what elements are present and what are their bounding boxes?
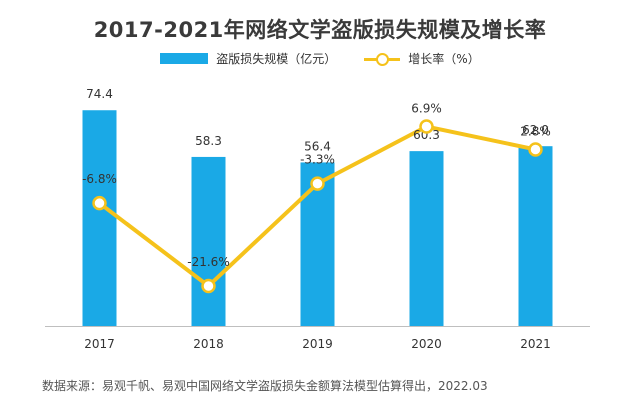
bar-2020: [409, 151, 444, 326]
bar-value-label-2019: 56.4: [304, 139, 331, 153]
bar-value-label-2018: 58.3: [195, 134, 222, 148]
bar-value-label-2017: 74.4: [86, 87, 113, 101]
growth-label-2018: -21.6%: [187, 255, 229, 269]
x-tick-label-2017: 2017: [84, 337, 115, 351]
x-tick-label-2020: 2020: [411, 337, 442, 351]
growth-point-2019: [310, 176, 325, 191]
source-note: 数据来源：易观千帆、易观中国网络文学盗版损失金额算法模型估算得出，2022.03: [42, 379, 488, 393]
legend-item-bar: 盗版损失规模（亿元）: [160, 50, 336, 67]
x-tick-label-2021: 2021: [520, 337, 551, 351]
growth-point-2020: [419, 119, 434, 134]
growth-point-2021: [528, 142, 543, 157]
growth-point-2018: [201, 278, 216, 294]
bar-value-label-2020: 60.3: [413, 128, 440, 142]
bar-2021: [518, 146, 553, 326]
growth-label-2019: -3.3%: [300, 153, 335, 167]
legend-item-line: 增长率（%）: [364, 50, 480, 67]
bar-2017: [82, 110, 117, 327]
bar-value-label-2021: 62.0: [522, 123, 549, 137]
bar-2018: [191, 156, 226, 326]
legend-line-swatch: [364, 52, 401, 66]
chart-title: 2017-2021年网络文学盗版损失规模及增长率: [93, 18, 547, 42]
x-tick-label-2018: 2018: [193, 337, 224, 351]
growth-point-2017: [92, 195, 107, 211]
growth-label-2020: 6.9%: [411, 102, 442, 116]
growth-label-2017: -6.8%: [82, 172, 117, 186]
legend-bar-label: 盗版损失规模（亿元）: [216, 52, 337, 66]
growth-label-2021: 2.8%: [520, 124, 551, 138]
legend: 盗版损失规模（亿元） 增长率（%）: [0, 50, 640, 67]
legend-line-label: 增长率（%）: [408, 52, 480, 66]
x-tick-label-2019: 2019: [302, 337, 333, 351]
legend-bar-swatch: [160, 53, 209, 64]
